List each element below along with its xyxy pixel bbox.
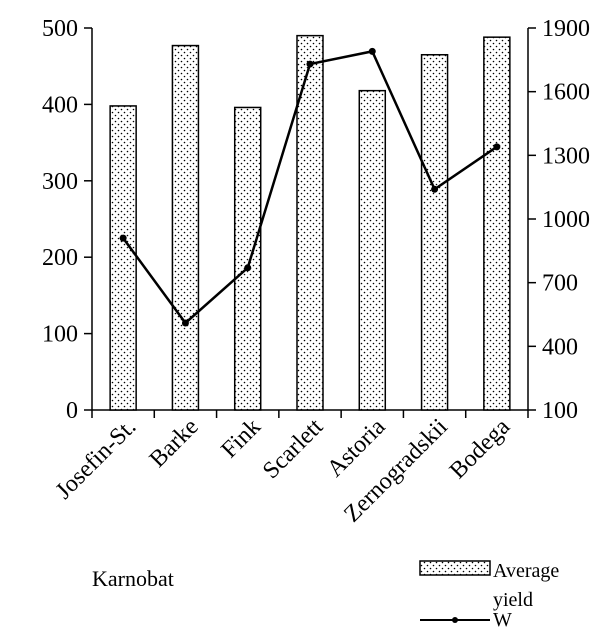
category-label: Fink	[216, 414, 266, 464]
w-point	[368, 47, 376, 55]
w-point	[431, 185, 439, 193]
left-tick-label: 300	[42, 169, 78, 195]
w-point	[493, 143, 501, 151]
legend-label-average: Average	[493, 560, 559, 582]
bar-series	[109, 34, 511, 411]
w-point	[244, 264, 252, 272]
legend-line-marker	[452, 617, 458, 623]
bar-bodega	[483, 36, 511, 411]
right-tick-label: 1000	[542, 207, 590, 233]
bar-zernogradskii	[420, 53, 449, 411]
right-tick-label: 1300	[542, 143, 590, 169]
legend-bar-swatch	[419, 560, 491, 576]
line-series	[119, 47, 501, 327]
left-tick-label: 0	[66, 398, 78, 424]
left-tick-label: 500	[42, 16, 78, 42]
legend-label-yield: yield	[493, 589, 533, 611]
right-tick-label: 1900	[542, 16, 590, 42]
legend-label-w: W	[493, 609, 512, 630]
left-tick-label: 400	[42, 92, 78, 118]
category-label: Scarlett	[258, 414, 328, 484]
bar-barke	[171, 44, 200, 411]
w-point	[306, 60, 314, 68]
bar-astoria	[358, 89, 387, 411]
right-tick-label: 400	[542, 334, 578, 360]
w-point	[119, 234, 127, 242]
axes: 0 100 200 300 400 500 100 400 700 1000 1300 1600 190…	[42, 16, 590, 424]
bar-josefin-st-	[109, 105, 137, 411]
right-tick-label: 700	[542, 271, 578, 297]
right-tick-label: 1600	[542, 80, 590, 106]
left-tick-label: 100	[42, 322, 78, 348]
category-label: Josefin-St.	[51, 414, 142, 505]
w-point	[181, 319, 189, 327]
category-label: Bodega	[445, 414, 515, 484]
left-tick-label: 200	[42, 245, 78, 271]
bar-scarlett	[296, 34, 324, 411]
annotation-label: Karnobat	[92, 566, 174, 591]
bar-fink	[233, 106, 262, 411]
right-tick-label: 100	[542, 398, 578, 424]
category-label: Barke	[145, 414, 204, 473]
